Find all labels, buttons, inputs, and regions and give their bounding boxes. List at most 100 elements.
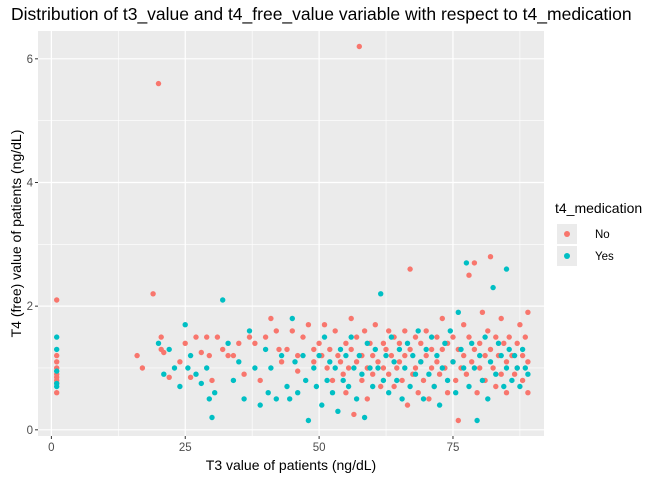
data-point-yes bbox=[396, 346, 403, 353]
data-point-no bbox=[412, 365, 419, 371]
data-point-no bbox=[351, 411, 357, 418]
data-point-yes bbox=[177, 383, 183, 390]
data-point-no bbox=[415, 390, 421, 396]
data-point-no bbox=[525, 390, 531, 396]
data-point-yes bbox=[225, 340, 231, 346]
legend: t4_medication No Yes bbox=[555, 200, 642, 266]
data-point-yes bbox=[54, 368, 60, 374]
data-point-yes bbox=[506, 346, 512, 353]
data-point-yes bbox=[212, 390, 218, 396]
data-point-yes bbox=[503, 266, 510, 272]
data-point-yes bbox=[423, 346, 429, 353]
data-point-yes bbox=[54, 334, 60, 340]
data-point-yes bbox=[313, 383, 320, 390]
data-point-yes bbox=[370, 383, 376, 390]
data-point-yes bbox=[348, 334, 354, 340]
x-tick-label: 50 bbox=[313, 442, 326, 454]
data-point-yes bbox=[378, 291, 384, 297]
data-point-yes bbox=[399, 396, 405, 402]
data-point-yes bbox=[236, 359, 242, 365]
data-point-yes bbox=[525, 371, 531, 377]
data-point-yes bbox=[171, 365, 178, 371]
data-point-no bbox=[396, 340, 403, 346]
data-point-no bbox=[444, 390, 451, 396]
data-point-yes bbox=[351, 365, 357, 371]
data-point-no bbox=[388, 352, 395, 359]
data-point-no bbox=[295, 352, 301, 359]
data-point-no bbox=[348, 315, 354, 322]
data-point-no bbox=[257, 377, 263, 384]
data-point-no bbox=[477, 340, 483, 346]
data-point-yes bbox=[487, 359, 494, 365]
data-point-no bbox=[485, 328, 491, 334]
data-point-yes bbox=[265, 390, 271, 396]
data-point-yes bbox=[311, 365, 317, 371]
data-point-no bbox=[193, 334, 199, 340]
data-point-yes bbox=[503, 365, 510, 371]
data-point-yes bbox=[498, 352, 504, 359]
data-point-yes bbox=[495, 340, 502, 346]
data-point-yes bbox=[436, 402, 443, 408]
data-point-no bbox=[166, 374, 172, 380]
data-point-no bbox=[343, 390, 349, 396]
y-tick-label: 4 bbox=[27, 177, 34, 189]
data-point-no bbox=[386, 328, 392, 334]
data-point-yes bbox=[375, 365, 381, 371]
data-point-no bbox=[332, 328, 338, 334]
data-point-no bbox=[402, 352, 408, 359]
data-point-no bbox=[517, 322, 523, 328]
data-point-no bbox=[506, 334, 512, 340]
data-point-yes bbox=[458, 346, 464, 353]
data-point-yes bbox=[418, 359, 424, 365]
data-point-yes bbox=[257, 402, 263, 408]
data-point-yes bbox=[415, 328, 421, 334]
data-point-yes bbox=[404, 340, 411, 346]
data-point-no bbox=[402, 328, 408, 334]
data-point-no bbox=[356, 43, 362, 50]
data-point-yes bbox=[490, 284, 496, 291]
data-point-yes bbox=[466, 383, 472, 390]
data-point-no bbox=[396, 359, 403, 365]
data-point-yes bbox=[386, 390, 392, 396]
data-point-yes bbox=[345, 383, 352, 390]
data-point-no bbox=[471, 260, 478, 266]
data-point-yes bbox=[407, 383, 413, 390]
data-point-no bbox=[418, 340, 424, 346]
data-point-no bbox=[134, 352, 140, 359]
data-point-yes bbox=[155, 340, 162, 346]
data-point-yes bbox=[340, 377, 346, 384]
data-point-no bbox=[466, 272, 472, 278]
data-points bbox=[54, 43, 531, 424]
data-point-yes bbox=[295, 390, 301, 396]
data-point-no bbox=[426, 396, 432, 402]
data-point-no bbox=[300, 334, 306, 340]
x-tick-label: 75 bbox=[447, 442, 460, 454]
data-point-no bbox=[345, 365, 352, 371]
data-point-no bbox=[324, 365, 330, 371]
data-point-no bbox=[501, 340, 507, 346]
data-point-no bbox=[241, 371, 247, 377]
data-point-no bbox=[525, 309, 531, 315]
data-point-no bbox=[391, 383, 397, 390]
legend-label-no: No bbox=[595, 229, 610, 241]
data-point-no bbox=[434, 359, 440, 365]
data-point-no bbox=[380, 365, 387, 371]
data-point-yes bbox=[305, 417, 312, 424]
data-point-no bbox=[54, 390, 60, 396]
data-point-yes bbox=[284, 383, 290, 390]
data-point-yes bbox=[198, 380, 204, 387]
data-point-yes bbox=[439, 365, 445, 371]
data-point-yes bbox=[193, 371, 199, 377]
data-point-no bbox=[262, 334, 269, 340]
data-point-no bbox=[370, 371, 376, 377]
data-point-yes bbox=[501, 383, 507, 390]
data-point-no bbox=[514, 340, 520, 346]
data-point-yes bbox=[511, 352, 518, 359]
data-point-no bbox=[519, 377, 526, 384]
data-point-yes bbox=[246, 328, 253, 334]
data-point-no bbox=[204, 334, 210, 340]
data-point-no bbox=[386, 371, 392, 377]
legend-marker-no bbox=[564, 231, 570, 237]
data-point-no bbox=[370, 352, 376, 359]
data-point-no bbox=[273, 328, 279, 334]
